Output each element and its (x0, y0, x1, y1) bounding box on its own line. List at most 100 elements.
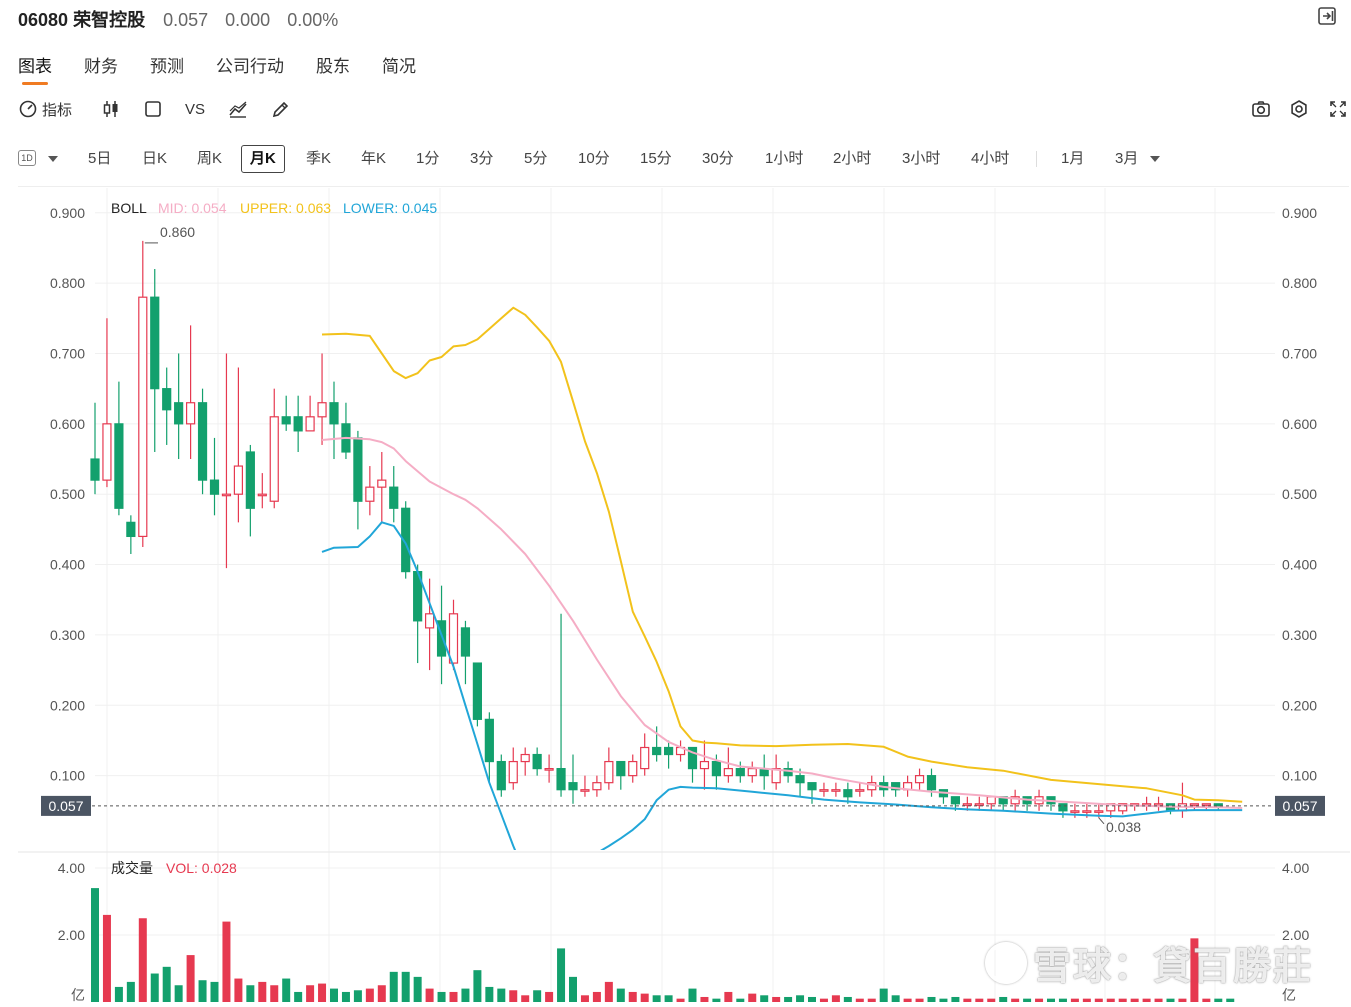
volume-bar (377, 985, 386, 1002)
price-tick-left: 0.700 (50, 345, 85, 361)
indicator-button[interactable]: 指标 (18, 97, 72, 121)
candle-body (389, 486, 399, 509)
indicator-label: 指标 (42, 101, 73, 119)
stock-name: 荣智控股 (73, 10, 146, 30)
volume-bar (915, 998, 924, 1002)
volume-bar (198, 980, 207, 1002)
drawing-button[interactable] (228, 97, 248, 121)
price-tick-left: 0.300 (50, 627, 85, 643)
candle-body (652, 746, 662, 756)
candle-type-button[interactable] (102, 97, 120, 121)
candle-body (795, 775, 805, 784)
gauge-icon (19, 100, 37, 118)
candle-body (914, 775, 925, 784)
fullscreen-button[interactable] (1328, 97, 1348, 121)
period-10min[interactable]: 10分 (578, 150, 610, 167)
candle-body (460, 627, 471, 657)
last-price: 0.057 (163, 10, 209, 30)
volume-bars (91, 888, 1235, 1002)
volume-bar (987, 998, 996, 1002)
boll-legend-name: BOLL (111, 200, 147, 216)
exit-icon[interactable] (1317, 6, 1337, 26)
price-tick-left: 0.500 (50, 486, 85, 502)
candle-body (425, 613, 435, 629)
period-day-k[interactable]: 日K (142, 150, 168, 167)
candle-body (592, 782, 602, 791)
compare-button[interactable]: VS (185, 100, 206, 118)
tab-forecast[interactable]: 预测 (150, 57, 184, 76)
volume-bar (604, 981, 613, 1002)
tab-chart[interactable]: 图表 (18, 52, 52, 85)
chart-grid (18, 188, 1350, 1002)
current-price-tag-right (1275, 795, 1325, 816)
period-quarter-k[interactable]: 季K (306, 150, 332, 167)
period-month-k[interactable]: 月K (241, 145, 285, 173)
volume-bar (473, 970, 482, 1002)
candle-body (807, 782, 817, 791)
pen-button[interactable] (271, 97, 291, 121)
volume-bar (353, 990, 362, 1002)
range-1m[interactable]: 1月 (1061, 150, 1085, 167)
tab-finance[interactable]: 财务 (84, 57, 118, 76)
settings-button[interactable] (1289, 97, 1309, 121)
period-30min[interactable]: 30分 (702, 150, 734, 167)
period-year-k[interactable]: 年K (361, 150, 387, 167)
screenshot-button[interactable] (1251, 97, 1271, 121)
camera-icon (1252, 101, 1270, 117)
candle-body (1189, 803, 1200, 806)
volume-bar (939, 998, 948, 1002)
period-5d[interactable]: 5日 (88, 150, 112, 167)
volume-bar (628, 991, 637, 1002)
volume-bar (784, 996, 793, 1002)
candle-body (819, 789, 829, 792)
range-3m[interactable]: 3月 (1115, 150, 1139, 167)
candle-body (293, 416, 303, 432)
candle-body (1082, 810, 1092, 813)
volume-unit-left: 亿 (71, 987, 85, 1003)
candle-body (891, 782, 901, 791)
chevron-down-icon[interactable] (48, 156, 58, 162)
volume-unit-right: 亿 (1282, 987, 1296, 1003)
square-icon (145, 101, 161, 117)
volume-bar (1118, 998, 1127, 1002)
tab-profile[interactable]: 简况 (382, 57, 416, 76)
candle-body (711, 760, 722, 777)
volume-bar (126, 981, 135, 1002)
volume-bar (341, 991, 350, 1002)
period-select[interactable]: 1D (18, 150, 36, 166)
chart-legends: BOLL MID: 0.054 UPPER: 0.063 LOWER: 0.04… (111, 200, 437, 876)
volume-bar (102, 914, 111, 1002)
volume-bar (162, 966, 171, 1002)
volume-bar (808, 996, 816, 1002)
period-3h[interactable]: 3小时 (902, 150, 941, 167)
period-week-k[interactable]: 周K (197, 150, 223, 167)
tab-shareholders[interactable]: 股东 (316, 57, 350, 76)
volume-bar (831, 995, 840, 1002)
period-5min[interactable]: 5分 (524, 150, 548, 167)
volume-bar (1058, 998, 1067, 1002)
period-15min[interactable]: 15分 (640, 150, 672, 167)
candle-body (305, 416, 315, 432)
period-3min[interactable]: 3分 (470, 150, 494, 167)
period-4h[interactable]: 4小时 (971, 150, 1010, 167)
candle-body (401, 507, 411, 573)
candle-body (353, 437, 363, 502)
price-tick-left: 0.600 (50, 416, 85, 432)
period-2h[interactable]: 2小时 (833, 150, 872, 167)
chevron-down-icon[interactable] (1150, 156, 1160, 162)
gear-icon (1291, 100, 1307, 118)
volume-bar (294, 991, 303, 1002)
period-1min[interactable]: 1分 (416, 150, 440, 167)
volume-bar (1094, 998, 1103, 1002)
boll-mid-line (321, 436, 1243, 809)
price-tick-right: 0.100 (1282, 768, 1317, 784)
volume-bar (1082, 998, 1091, 1002)
period-divider (1036, 151, 1037, 167)
period-1h[interactable]: 1小时 (765, 150, 804, 167)
layout-button[interactable] (144, 97, 162, 121)
volume-bar (485, 986, 494, 1002)
volume-bar (174, 985, 183, 1002)
tab-corporate-actions[interactable]: 公司行动 (216, 57, 284, 76)
volume-bar (365, 988, 374, 1002)
